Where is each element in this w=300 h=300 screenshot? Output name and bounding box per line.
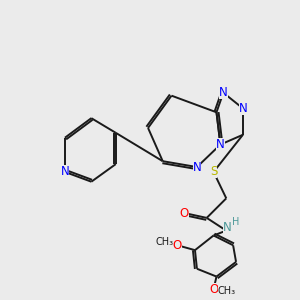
Text: O: O (173, 239, 182, 252)
Text: N: N (193, 160, 201, 173)
Text: O: O (180, 206, 189, 220)
Text: N: N (61, 165, 69, 178)
Text: N: N (224, 221, 232, 234)
Text: S: S (210, 165, 217, 178)
Text: N: N (238, 102, 247, 115)
Text: H: H (232, 218, 239, 227)
Text: N: N (216, 138, 225, 151)
Text: O: O (209, 283, 218, 296)
Text: CH₃: CH₃ (155, 237, 173, 247)
Text: N: N (219, 86, 228, 99)
Text: CH₃: CH₃ (218, 286, 236, 296)
